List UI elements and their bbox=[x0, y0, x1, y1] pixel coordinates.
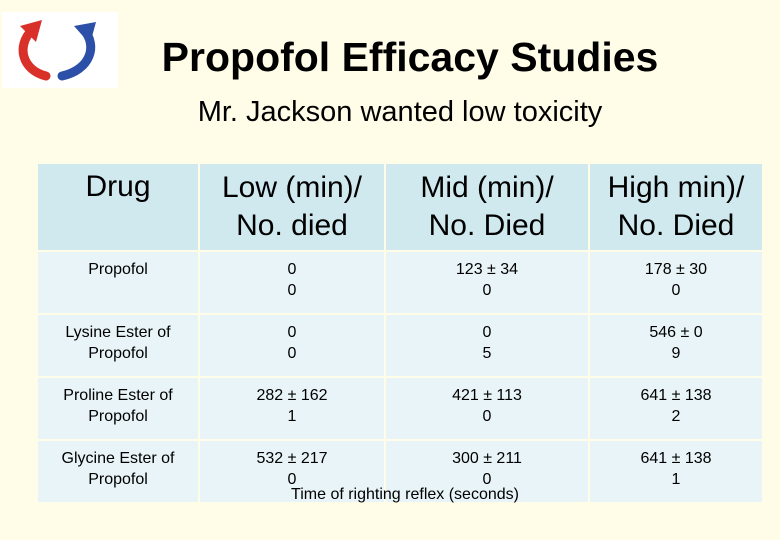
table-header-row: Drug Low (min)/ No. died Mid (min)/ No. … bbox=[36, 162, 764, 252]
high-cell: 641 ± 138 2 bbox=[588, 376, 764, 441]
table-row: Proline Ester of Propofol 282 ± 162 1 421 … bbox=[36, 376, 764, 441]
mid-cell: 300 ± 211 0 bbox=[384, 439, 590, 504]
efficacy-table: Drug Low (min)/ No. died Mid (min)/ No. … bbox=[36, 162, 764, 504]
low-cell: 282 ± 162 1 bbox=[198, 376, 386, 441]
mid-cell: 421 ± 113 0 bbox=[384, 376, 590, 441]
table-footnote: Time of righting reflex (seconds) bbox=[291, 486, 519, 503]
header-low: Low (min)/ No. died bbox=[198, 162, 386, 252]
mid-cell: 123 ± 34 0 bbox=[384, 250, 590, 315]
high-cell: 178 ± 30 0 bbox=[588, 250, 764, 315]
high-cell: 641 ± 138 1 bbox=[588, 439, 764, 504]
header-high: High min)/ No. Died bbox=[588, 162, 764, 252]
drug-cell: Glycine Ester of Propofol bbox=[36, 439, 200, 504]
header-drug: Drug bbox=[36, 162, 200, 252]
two-curved-arrows-logo-icon bbox=[18, 20, 96, 81]
page-title: Propofol Efficacy Studies bbox=[161, 34, 659, 80]
table-row: Glycine Ester of Propofol 532 ± 217 0 300 … bbox=[36, 439, 764, 504]
low-cell: 532 ± 217 0 bbox=[198, 439, 386, 504]
drug-cell: Lysine Ester of Propofol bbox=[36, 313, 200, 378]
header-mid: Mid (min)/ No. Died bbox=[384, 162, 590, 252]
logo bbox=[2, 12, 118, 88]
drug-cell: Proline Ester of Propofol bbox=[36, 376, 200, 441]
page-subtitle: Mr. Jackson wanted low toxicity bbox=[197, 96, 603, 128]
drug-cell: Propofol bbox=[36, 250, 200, 315]
